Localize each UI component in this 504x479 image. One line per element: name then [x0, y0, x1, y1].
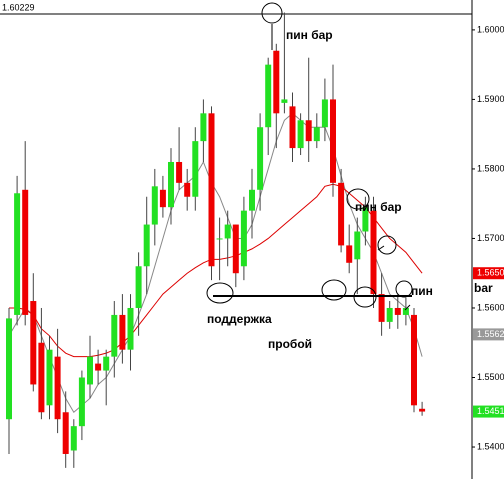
annotation: пробой	[268, 337, 312, 351]
candle-body	[273, 50, 280, 114]
y-tick-label: 1.5400	[477, 441, 504, 451]
candle-body	[297, 120, 304, 149]
candle-body	[54, 356, 61, 420]
annotation: поддержка	[207, 312, 272, 326]
candle-body	[378, 294, 385, 322]
candle-body	[143, 224, 150, 267]
candle-body	[419, 408, 426, 412]
moving-average	[8, 112, 423, 414]
candle-body	[208, 113, 215, 267]
highlight-ring	[321, 279, 347, 301]
y-tick-label: 1.5900	[477, 94, 504, 104]
moving-average	[9, 183, 423, 358]
highlight-ring	[395, 280, 413, 298]
annotation: пин бар	[286, 28, 333, 42]
candle-body	[232, 224, 239, 274]
candle-body	[159, 189, 166, 208]
candle-body	[362, 207, 369, 232]
candle-body	[370, 210, 377, 295]
candle-body	[135, 266, 142, 308]
candle-body	[70, 426, 77, 451]
candle-body	[46, 349, 53, 406]
pointer	[377, 245, 385, 251]
y-tick-label: 1.5500	[477, 372, 504, 382]
annotation: bar	[474, 281, 493, 295]
candle-body	[184, 182, 191, 197]
candle-body	[119, 314, 126, 350]
candle-body	[127, 307, 134, 350]
candle-body	[249, 189, 255, 211]
price-tag	[473, 267, 504, 280]
y-tick-label: 1.6000	[477, 24, 504, 34]
candle-body	[111, 314, 118, 357]
candle-body	[168, 161, 174, 208]
candle-body	[394, 307, 401, 315]
candle-body	[402, 307, 409, 315]
top-level-label: 1.60229	[2, 2, 35, 12]
candle-body	[38, 342, 45, 413]
candle-body	[411, 314, 417, 406]
candle-body	[240, 210, 247, 267]
pointer	[404, 304, 411, 311]
candle-body	[62, 412, 69, 454]
candle-body	[192, 141, 199, 197]
markup-shapes	[206, 0, 473, 479]
candle-body	[78, 377, 85, 427]
candle-body	[346, 245, 353, 263]
candle-body	[313, 127, 320, 142]
highlight-ring	[206, 282, 234, 304]
candle-body	[87, 356, 93, 385]
candle-body	[216, 238, 223, 240]
candle-body	[151, 186, 158, 225]
candle-body	[257, 127, 264, 190]
highlight-ring	[353, 286, 377, 308]
candle-body	[338, 182, 345, 246]
candle-body	[200, 113, 207, 142]
candle-body	[176, 161, 183, 183]
price-tag-label: 1.5451	[477, 406, 504, 416]
y-tick-label: 1.5600	[477, 302, 504, 312]
candle-body	[30, 301, 37, 385]
candle-body	[6, 318, 12, 420]
candle-body	[103, 356, 110, 371]
annotation: пин	[411, 284, 433, 298]
highlight-ring	[261, 2, 283, 24]
candle-body	[14, 193, 21, 315]
price-tag-label: 1.5650	[477, 268, 504, 278]
candle-body	[95, 363, 102, 371]
annotation: пин бар	[355, 200, 402, 214]
candle-body	[289, 106, 296, 149]
candle-body	[281, 99, 288, 103]
candle-body	[305, 120, 312, 142]
candle-body	[224, 224, 231, 239]
price-tag-label: 1.5562	[477, 329, 504, 339]
y-tick-label: 1.5800	[477, 163, 504, 173]
price-tag	[473, 405, 504, 418]
price-tag	[473, 328, 504, 341]
candle-body	[386, 307, 393, 322]
candle-body	[321, 99, 328, 128]
highlight-ring	[346, 188, 370, 210]
y-tick-label: 1.5700	[477, 233, 504, 243]
candle-body	[265, 64, 272, 128]
candle-body	[22, 189, 29, 315]
candle-body	[330, 99, 336, 183]
highlight-ring	[377, 235, 397, 255]
candle-body	[354, 231, 361, 260]
